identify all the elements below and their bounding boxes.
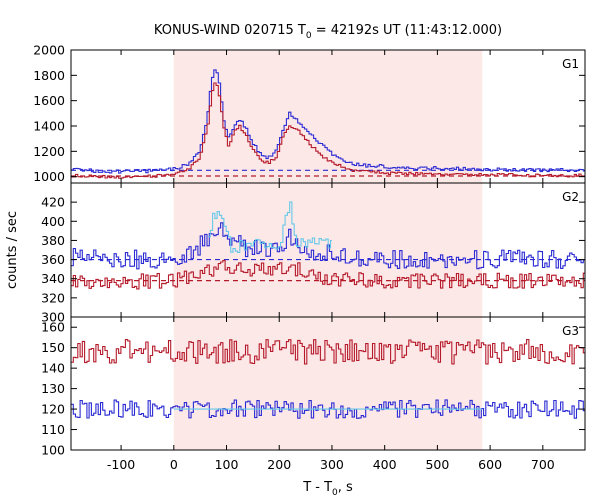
x-axis-label-rest: , s xyxy=(338,480,353,495)
y-tick-label: 150 xyxy=(41,340,65,355)
panel-g1: G1 1000 1200 1400 1600 1800 2000 xyxy=(33,43,586,184)
chart-title-subscript: 0 xyxy=(306,31,312,41)
series-red xyxy=(71,259,585,290)
series-blue xyxy=(71,399,585,419)
y-tick-label: 110 xyxy=(41,422,65,437)
chart-title: KONUS-WIND 020715 T0 = 42192s UT (11:43:… xyxy=(154,23,502,41)
y-tick-label: 1600 xyxy=(33,93,65,108)
y-tick-label: 1000 xyxy=(33,169,65,184)
y-tick-label: 1800 xyxy=(33,68,65,83)
y-tick-label: 380 xyxy=(41,233,65,248)
x-axis-label: T - T0, s xyxy=(302,480,353,498)
panel-g2: G2 300 320 340 360 380 400 420 xyxy=(41,182,586,325)
y-axis-label: counts / sec xyxy=(5,211,20,289)
panel-label-g1: G1 xyxy=(562,57,579,71)
panel-frame xyxy=(70,316,586,451)
y-tick-label: 140 xyxy=(41,361,65,376)
y-tick-label: 100 xyxy=(41,443,65,458)
burst-interval-shade xyxy=(173,317,483,450)
y-tick-label: 400 xyxy=(41,214,65,229)
x-tick-label: 200 xyxy=(267,457,291,472)
series-blue xyxy=(71,222,585,270)
y-tick-label: 130 xyxy=(41,381,65,396)
series-red xyxy=(71,82,585,179)
panel-plot-area xyxy=(71,339,585,419)
panel-plot-area xyxy=(71,69,585,179)
y-tick-label: 160 xyxy=(41,320,65,335)
y-tick-label: 120 xyxy=(41,402,65,417)
burst-interval-shade xyxy=(173,50,483,183)
y-tick-label: 320 xyxy=(41,290,65,305)
x-tick-label: 600 xyxy=(478,457,502,472)
series-cyan xyxy=(208,201,332,253)
panel-label-g2: G2 xyxy=(562,190,579,204)
y-tick-label: 360 xyxy=(41,252,65,267)
x-tick-label: 0 xyxy=(170,457,178,472)
x-tick-label: 400 xyxy=(373,457,397,472)
series-red xyxy=(71,339,585,365)
y-tick-label: 300 xyxy=(41,310,65,325)
y-tick-label: 1400 xyxy=(33,119,65,134)
x-tick-label: -100 xyxy=(107,457,135,472)
panels-group: G1100012001400160018002000G2300320340360… xyxy=(33,43,586,472)
panel-g3: G3 100 110 120 130 140 150 160 -100 0 100 200 300 400… xyxy=(41,316,586,472)
x-axis-label-subscript: 0 xyxy=(332,488,338,498)
x-axis-label-main: T - T xyxy=(302,480,332,495)
x-tick-label: 100 xyxy=(215,457,239,472)
y-tick-label: 1200 xyxy=(33,144,65,159)
x-tick-label: 300 xyxy=(320,457,344,472)
y-tick-label: 340 xyxy=(41,271,65,286)
panel-plot-area xyxy=(71,201,585,290)
x-tick-label: 500 xyxy=(425,457,449,472)
y-tick-label: 2000 xyxy=(33,43,65,58)
chart-title-rest: = 42192s UT (11:43:12.000) xyxy=(312,23,502,38)
chart-title-main: KONUS-WIND 020715 T xyxy=(154,23,306,38)
y-tick-label: 420 xyxy=(41,195,65,210)
burst-interval-shade xyxy=(173,183,483,317)
x-tick-label: 700 xyxy=(531,457,555,472)
panel-label-g3: G3 xyxy=(562,324,579,338)
series-blue xyxy=(71,69,585,174)
